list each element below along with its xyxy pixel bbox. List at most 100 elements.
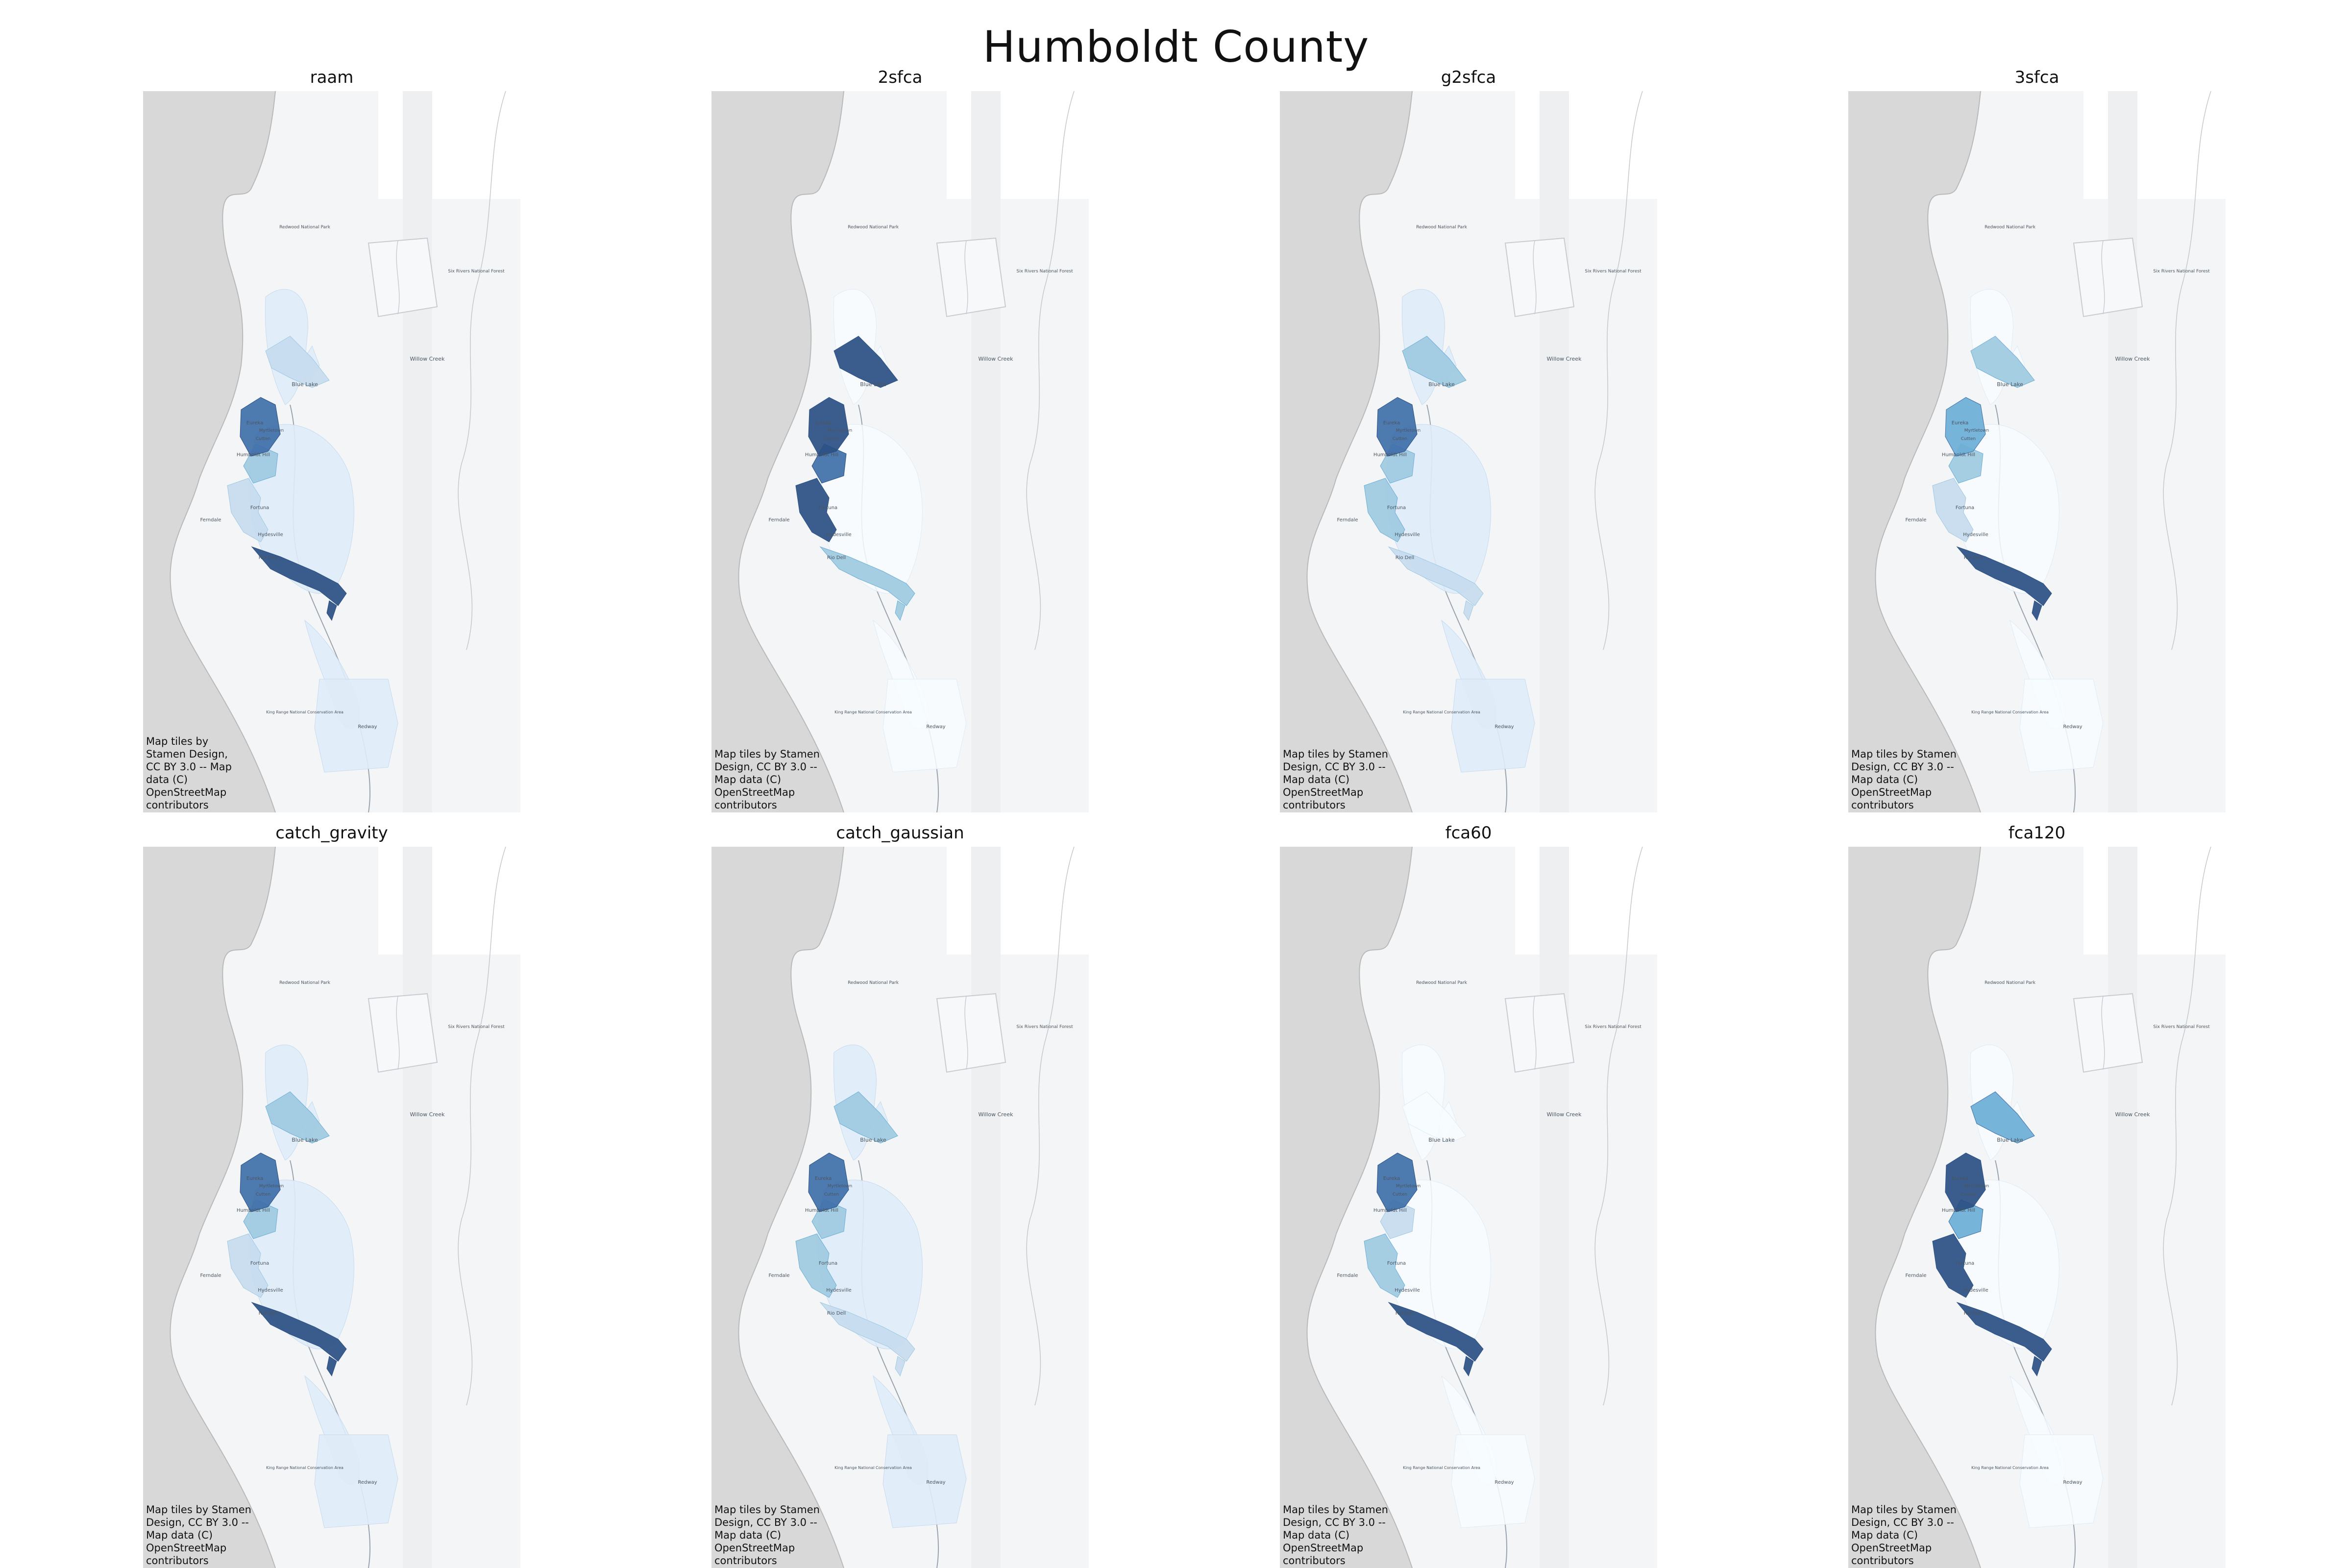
region-fortuna (795, 478, 837, 542)
attribution-line: Design, CC BY 3.0 -- (1283, 1517, 1386, 1528)
blank-tile (1515, 91, 1657, 199)
map-panel-catch-gravity: catch_gravity Redwood National Park Six R… (143, 823, 520, 1568)
place-label-humboldt-hill: Humboldt Hill (237, 452, 270, 458)
panel-title: g2sfca (1441, 68, 1496, 87)
blank-tile (1515, 847, 1657, 955)
place-label-rio-dell: Rio Dell (1396, 555, 1414, 561)
inland-river (1026, 91, 1075, 650)
ocean (1280, 91, 1412, 812)
attribution-line: Map tiles by Stamen (714, 1504, 820, 1516)
place-label-blue-lake: Blue Lake (292, 381, 318, 388)
map-attribution: Map tiles by Stamen Design, CC BY 3.0 -- M… (714, 748, 847, 811)
region-fortuna (1364, 478, 1405, 542)
forest-boundary (2073, 993, 2143, 1073)
place-label-six-rivers: Six Rivers National Forest (448, 269, 505, 274)
region-blue-lake (833, 1091, 898, 1144)
region-eureka (1945, 1152, 1986, 1212)
place-label-willow-creek: Willow Creek (979, 1111, 1014, 1118)
forest-boundary (2073, 237, 2143, 318)
place-label-willow-creek: Willow Creek (1547, 356, 1582, 362)
forest-divider (2101, 240, 2105, 315)
ocean (1848, 847, 1981, 1568)
place-label-fortuna: Fortuna (1956, 1261, 1974, 1266)
region-eureka (1376, 1152, 1418, 1212)
coastline (1306, 91, 1413, 812)
place-label-six-rivers: Six Rivers National Forest (1585, 1025, 1642, 1029)
blank-tile (2083, 91, 2226, 199)
attribution-line: Map tiles by Stamen (714, 748, 820, 760)
place-label-eureka: Eureka (1383, 420, 1400, 426)
region-rio-dell (251, 546, 347, 621)
place-label-humboldt-hill: Humboldt Hill (237, 1208, 270, 1213)
attribution-line: contributors (146, 799, 209, 811)
attribution-line: OpenStreetMap (1283, 1542, 1364, 1554)
place-label-cutten: Cutten (1393, 437, 1407, 441)
region-blue-lake (1402, 336, 1467, 388)
place-label-redway: Redway (2063, 724, 2082, 730)
ocean (143, 847, 275, 1568)
attribution-line: Map data (C) (714, 774, 782, 785)
place-label-rio-dell: Rio Dell (259, 1311, 277, 1316)
place-label-eureka: Eureka (1952, 1176, 1968, 1181)
attribution-line: contributors (714, 1555, 777, 1567)
place-label-fortuna: Fortuna (250, 1261, 269, 1266)
ocean (711, 847, 844, 1568)
attribution-line: Map tiles by Stamen (146, 1504, 251, 1516)
place-label-myrtletown: Myrtletown (828, 428, 852, 433)
region-fortuna (227, 1233, 269, 1298)
basemap: Redwood National Park Six Rivers National… (1848, 847, 2226, 1568)
place-label-king-range: King Range National Conservation Area (834, 710, 912, 714)
place-label-ferndale: Ferndale (1337, 517, 1358, 523)
place-label-willow-creek: Willow Creek (410, 356, 445, 362)
attribution-line: contributors (146, 1555, 209, 1567)
place-label-willow-creek: Willow Creek (2115, 356, 2151, 362)
inland-river (1594, 847, 1643, 1406)
region-blue-lake (1970, 336, 2035, 388)
place-label-cutten: Cutten (1961, 1192, 1976, 1197)
place-label-myrtletown: Myrtletown (1396, 428, 1421, 433)
attribution-line: Map tiles by Stamen (1283, 1504, 1388, 1516)
forest-boundary (936, 237, 1006, 318)
attribution-line: Design, CC BY 3.0 -- (714, 761, 817, 773)
place-label-cutten: Cutten (824, 1192, 839, 1197)
region-redway (2019, 679, 2104, 773)
coastline (1875, 847, 1981, 1568)
place-label-hydesville: Hydesville (258, 532, 283, 538)
forest-divider (1533, 240, 1537, 315)
basemap: Redwood National Park Six Rivers National… (143, 91, 520, 812)
coastline (1875, 91, 1981, 812)
attribution-line: Map data (C) (714, 1529, 782, 1541)
region-rio-dell (1388, 1301, 1484, 1377)
place-label-humboldt-hill: Humboldt Hill (1373, 1208, 1407, 1213)
attribution-line: Map data (C) (1851, 774, 1918, 785)
place-label-redwood-park: Redwood National Park (848, 980, 899, 985)
place-label-eureka: Eureka (246, 1176, 263, 1181)
place-label-rio-dell: Rio Dell (1964, 555, 1983, 561)
region-fortuna (1364, 1233, 1405, 1298)
place-label-six-rivers: Six Rivers National Forest (1016, 1025, 1073, 1029)
place-label-rio-dell: Rio Dell (259, 555, 277, 561)
blank-tile (378, 91, 520, 199)
attribution-line: Design, CC BY 3.0 -- (1851, 1517, 1954, 1528)
place-label-eureka: Eureka (815, 420, 832, 426)
basemap: Redwood National Park Six Rivers National… (1280, 847, 1657, 1568)
attribution-line: Design, CC BY 3.0 -- (714, 1517, 817, 1528)
place-label-blue-lake: Blue Lake (292, 1137, 318, 1143)
blank-tile (947, 847, 1089, 955)
basemap: Redwood National Park Six Rivers National… (1280, 91, 1657, 812)
region-rio-dell (1956, 546, 2052, 621)
coastline (1306, 847, 1413, 1568)
map-panel-2sfca: 2sfca Redwood National Park Six Rivers Na… (711, 68, 1089, 812)
place-label-rio-dell: Rio Dell (827, 555, 846, 561)
region-rio-dell (819, 546, 915, 621)
region-redway (2019, 1434, 2104, 1528)
region-blue-lake (1970, 1091, 2035, 1144)
region-eureka (808, 397, 849, 457)
attribution-line: Design, CC BY 3.0 -- (1851, 761, 1954, 773)
place-label-fortuna: Fortuna (250, 505, 269, 511)
place-label-fortuna: Fortuna (819, 1261, 837, 1266)
place-label-rio-dell: Rio Dell (827, 1311, 846, 1316)
place-label-willow-creek: Willow Creek (2115, 1111, 2151, 1118)
place-label-king-range: King Range National Conservation Area (1403, 1466, 1480, 1470)
region-eureka (1376, 397, 1418, 457)
